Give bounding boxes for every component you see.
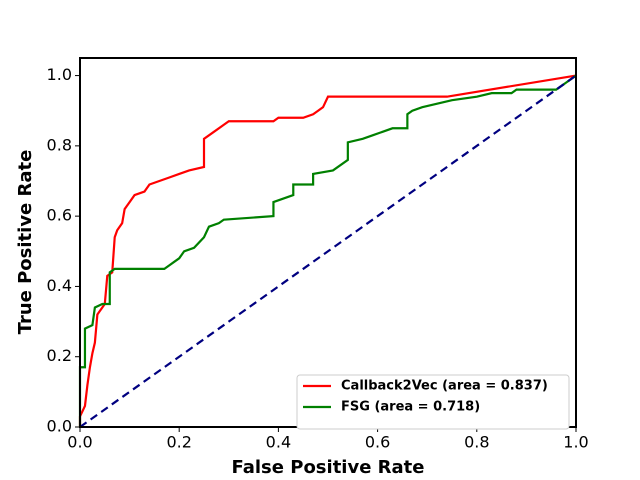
y-tick-label: 0.4 — [47, 276, 72, 295]
x-tick-label: 0.8 — [464, 433, 489, 452]
legend-label: FSG (area = 0.718) — [341, 400, 480, 415]
y-axis-label: True Positive Rate — [15, 150, 36, 335]
plot-frame — [79, 57, 577, 428]
legend-label: Callback2Vec (area = 0.837) — [341, 379, 548, 394]
x-tick-label: 0.4 — [266, 433, 291, 452]
y-tick-label: 0.2 — [47, 346, 72, 365]
x-tick-label: 0.2 — [166, 433, 191, 452]
legend-box — [296, 374, 570, 430]
roc-line — [78, 74, 577, 427]
y-tick-label: 1.0 — [47, 65, 72, 84]
y-tick-label: 0.8 — [47, 135, 72, 154]
y-tick-label: 0.6 — [47, 206, 72, 225]
diagonal-line — [79, 74, 577, 428]
x-tick-label: 0.6 — [365, 433, 390, 452]
y-tick-label: 0.0 — [47, 417, 72, 436]
x-tick-label: 1.0 — [563, 433, 588, 452]
x-axis-label: False Positive Rate — [232, 457, 425, 478]
roc-line — [78, 74, 577, 427]
x-tick-label: 0.0 — [67, 433, 92, 452]
